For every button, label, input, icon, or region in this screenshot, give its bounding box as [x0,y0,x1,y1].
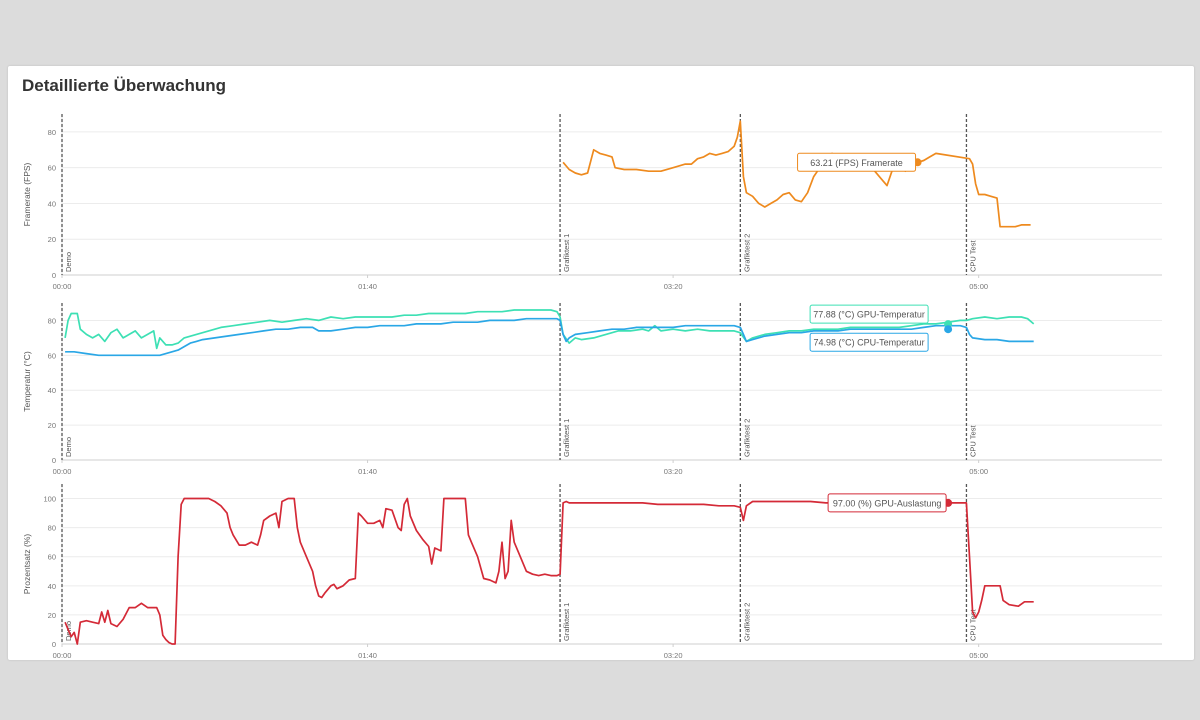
chart-panel [8,66,1194,660]
y-axis-label: Framerate (FPS) [22,162,32,226]
tooltip-box [797,152,917,172]
segment-marker-label: Grafiktest 1 [562,234,571,272]
page-title: Detaillierte Überwachung [22,76,227,95]
series-line-gpu-temperatur [64,309,1035,350]
y-tick-label: 20 [48,421,56,430]
x-tick-label: 03:20 [664,651,683,660]
y-tick-label: 0 [52,271,56,280]
segment-marker-label: Grafiktest 1 [562,603,571,641]
x-tick-label: 01:40 [358,651,377,660]
y-tick-label: 40 [48,199,56,208]
y-axis-label: Temperatur (°C) [22,351,32,412]
y-tick-label: 20 [48,611,56,620]
y-tick-label: 40 [48,386,56,395]
x-tick-label: 05:00 [969,651,988,660]
x-tick-label: 00:00 [53,467,72,476]
x-tick-label: 00:00 [53,282,72,291]
segment-marker-label: CPU Test [968,240,977,272]
y-tick-label: 20 [48,235,56,244]
y-tick-label: 0 [52,640,56,649]
y-tick-label: 60 [48,553,56,562]
x-tick-label: 05:00 [969,467,988,476]
y-tick-label: 80 [48,128,56,137]
y-tick-label: 0 [52,456,56,465]
segment-marker-label: Grafiktest 2 [742,234,751,272]
series-line-cpu-temperatur [65,317,1034,357]
x-tick-label: 00:00 [53,651,72,660]
segment-marker-label: CPU Test [968,425,977,457]
x-tick-label: 03:20 [664,282,683,291]
x-tick-label: 01:40 [358,282,377,291]
tooltip-box [827,493,947,513]
tooltip-text: 74.98 (°C) CPU-Temperatur [814,338,925,348]
y-tick-label: 60 [48,164,56,173]
segment-marker-label: Grafiktest 2 [742,419,751,457]
segment-marker-label: Grafiktest 2 [742,603,751,641]
segment-marker-label: Demo [64,252,73,272]
tooltip-text: 77.88 (°C) GPU-Temperatur [813,310,925,320]
segment-marker-label: Grafiktest 1 [562,419,571,457]
series-line-framerate [562,120,1031,228]
tooltip-text: 63.21 (FPS) Framerate [810,158,903,168]
segment-marker-label: CPU Test [968,609,977,641]
y-tick-label: 60 [48,351,56,360]
series-line-gpu-auslastung [64,497,1034,645]
tooltip-box [809,304,929,324]
hover-point [944,325,953,334]
y-tick-label: 80 [48,524,56,533]
y-tick-label: 40 [48,582,56,591]
segment-marker-label: Demo [64,437,73,457]
x-tick-label: 01:40 [358,467,377,476]
x-tick-label: 03:20 [664,467,683,476]
y-axis-label: Prozentsatz (%) [22,534,32,595]
tooltip-text: 97.00 (%) GPU-Auslastung [833,498,942,508]
y-tick-label: 100 [43,495,56,504]
tooltip-box [809,332,929,352]
y-tick-label: 80 [48,316,56,325]
x-tick-label: 05:00 [969,282,988,291]
